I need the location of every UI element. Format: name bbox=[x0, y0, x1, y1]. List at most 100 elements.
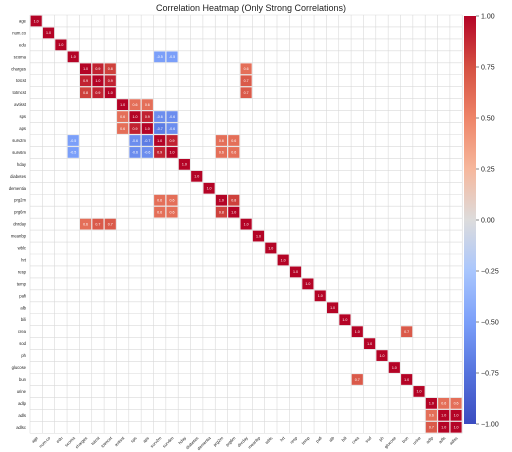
cell-value-label: -0.6 bbox=[132, 139, 138, 143]
row-label: dnrday bbox=[13, 222, 27, 227]
cell-value-label: 0.6 bbox=[231, 151, 236, 155]
cell-value-label: 0.9 bbox=[95, 91, 100, 95]
cell-value-label: 1.0 bbox=[231, 210, 236, 214]
cell-value-label: 1.0 bbox=[46, 31, 51, 35]
column-label: edu bbox=[55, 435, 64, 444]
cell-value-label: -0.6 bbox=[132, 151, 138, 155]
row-label: ph bbox=[21, 353, 26, 358]
colorbar-tick-label: −0.50 bbox=[481, 319, 499, 326]
cell-value-label: 0.7 bbox=[404, 330, 409, 334]
column-label: glucose bbox=[383, 435, 397, 449]
row-label: bili bbox=[21, 317, 26, 322]
cell-value-label: 0.9 bbox=[95, 67, 100, 71]
cell-value-label: 0.7 bbox=[355, 378, 360, 382]
cell-value-label: 1.0 bbox=[207, 187, 212, 191]
colorbar-tick-label: 0.50 bbox=[481, 115, 495, 122]
row-label: urine bbox=[17, 389, 27, 394]
column-label: aps bbox=[142, 435, 150, 443]
cell-value-label: -0.7 bbox=[157, 127, 163, 131]
row-label: surv2m bbox=[12, 138, 26, 143]
cell-value-label: 1.0 bbox=[318, 294, 323, 298]
column-label: bun bbox=[401, 435, 410, 444]
cell-value-label: 1.0 bbox=[417, 390, 422, 394]
column-label: surv2m bbox=[149, 435, 163, 449]
row-label: bun bbox=[19, 377, 27, 382]
cell-value-label: 1.0 bbox=[145, 127, 150, 131]
column-label: adls bbox=[437, 435, 446, 444]
row-label: sps bbox=[19, 114, 26, 119]
row-label: crea bbox=[18, 329, 27, 334]
cell-value-label: 1.0 bbox=[454, 426, 459, 430]
cell-value-label: 1.0 bbox=[170, 151, 175, 155]
cell-value-label: 1.0 bbox=[379, 354, 384, 358]
row-label: dementia bbox=[9, 186, 27, 191]
cell-value-label: -0.5 bbox=[70, 139, 76, 143]
cell-value-label: 0.8 bbox=[231, 199, 236, 203]
cell-value-label: 1.0 bbox=[268, 246, 273, 250]
cell-value-label: 0.6 bbox=[441, 402, 446, 406]
column-label: dementia bbox=[196, 435, 212, 451]
column-label: hrt bbox=[279, 435, 287, 443]
cell-value-label: 1.0 bbox=[342, 318, 347, 322]
cell-value-label: -0.6 bbox=[169, 115, 175, 119]
cell-value-label: -0.6 bbox=[169, 127, 175, 131]
cell-value-label: 1.0 bbox=[330, 306, 335, 310]
column-label: ph bbox=[378, 435, 385, 442]
cell-value-label: 1.0 bbox=[244, 222, 249, 226]
cell-value-label: -0.5 bbox=[169, 55, 175, 59]
colorbar-ticks: 1.000.750.500.250.00−0.25−0.50−0.75−1.00 bbox=[476, 13, 499, 428]
cell-value-label: -0.6 bbox=[157, 115, 163, 119]
cell-value-label: 1.0 bbox=[194, 175, 199, 179]
column-label: totmcst bbox=[100, 435, 114, 449]
cell-value-label: 0.6 bbox=[219, 139, 224, 143]
row-label: aps bbox=[19, 126, 26, 131]
row-label: charges bbox=[11, 66, 26, 71]
colorbar-tick-label: 0.00 bbox=[481, 217, 495, 224]
cell-value-label: 1.0 bbox=[281, 258, 286, 262]
cell-value-label: 0.6 bbox=[244, 67, 249, 71]
column-label: avtisst bbox=[113, 435, 126, 448]
column-label: wblc bbox=[264, 435, 273, 444]
column-label: urine bbox=[412, 435, 423, 446]
column-label: meanbp bbox=[247, 435, 262, 450]
cell-value-label: 1.0 bbox=[95, 79, 100, 83]
cell-value-label: 1.0 bbox=[429, 402, 434, 406]
row-label: totmcst bbox=[13, 90, 27, 95]
colorbar-tick-label: 1.00 bbox=[481, 13, 495, 20]
row-labels: agenum.coeduscomachargestotcsttotmcstavt… bbox=[9, 18, 27, 429]
cell-value-label: 0.9 bbox=[132, 127, 137, 131]
row-label: scoma bbox=[14, 54, 27, 59]
column-label: prg6m bbox=[225, 435, 237, 447]
cell-value-label: -0.7 bbox=[144, 139, 150, 143]
cell-value-label: 0.6 bbox=[83, 222, 88, 226]
colorbar-gradient bbox=[464, 16, 476, 424]
colorbar-tick-label: 0.75 bbox=[481, 64, 495, 71]
column-label: hday bbox=[177, 435, 188, 446]
cell-value-label: 0.9 bbox=[170, 139, 175, 143]
cell-value-label: 0.6 bbox=[454, 402, 459, 406]
cell-value-label: 1.0 bbox=[182, 163, 187, 167]
row-label: resp bbox=[18, 269, 27, 274]
cell-value-label: 0.8 bbox=[108, 67, 113, 71]
row-label: glucose bbox=[12, 365, 27, 370]
cell-value-label: 0.9 bbox=[157, 151, 162, 155]
row-label: wblc bbox=[18, 246, 26, 251]
colorbar-tick-label: −0.75 bbox=[481, 370, 499, 377]
cell-value-label: 0.7 bbox=[244, 91, 249, 95]
cell-value-label: 0.7 bbox=[108, 222, 113, 226]
cell-value-label: 0.6 bbox=[429, 414, 434, 418]
column-label: crea bbox=[351, 435, 361, 445]
chart-title: Correlation Heatmap (Only Strong Correla… bbox=[156, 3, 346, 13]
cell-value-label: 1.0 bbox=[454, 414, 459, 418]
row-label: pafi bbox=[19, 293, 26, 298]
column-label: sod bbox=[364, 435, 373, 444]
cell-value-label: 0.6 bbox=[170, 210, 175, 214]
cell-value-label: 1.0 bbox=[219, 199, 224, 203]
cell-value-label: 0.9 bbox=[145, 115, 150, 119]
row-label: edu bbox=[19, 42, 27, 47]
cell-value-label: 0.6 bbox=[132, 103, 137, 107]
row-label: meanbp bbox=[11, 234, 27, 239]
column-label: alb bbox=[328, 435, 336, 443]
colorbar-tick-label: −1.00 bbox=[481, 421, 499, 428]
colorbar-tick-label: 0.25 bbox=[481, 166, 495, 173]
